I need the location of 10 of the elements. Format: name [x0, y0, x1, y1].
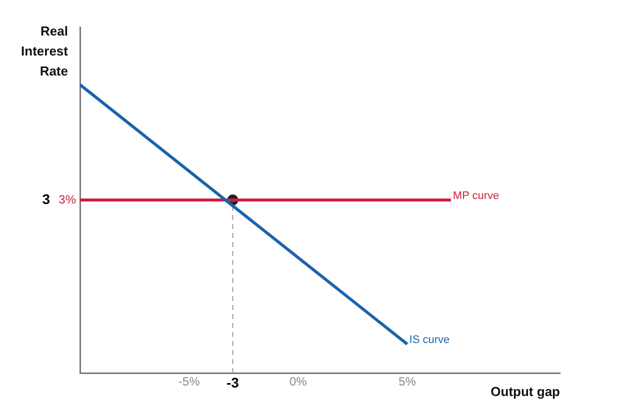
y-axis-title: Real Interest Rate: [21, 24, 69, 79]
x-tick-label: 0%: [290, 374, 308, 389]
x-axis-title: Output gap: [490, 384, 560, 400]
x-tick-label: 5%: [398, 374, 416, 389]
annotation: 3: [42, 190, 50, 207]
x-tick-label: -3: [226, 374, 240, 390]
annotation: 3%: [58, 192, 76, 206]
series-label: MP curve: [452, 190, 500, 202]
x-tick-label: -5%: [178, 374, 200, 389]
series-label: IS curve: [409, 334, 450, 346]
